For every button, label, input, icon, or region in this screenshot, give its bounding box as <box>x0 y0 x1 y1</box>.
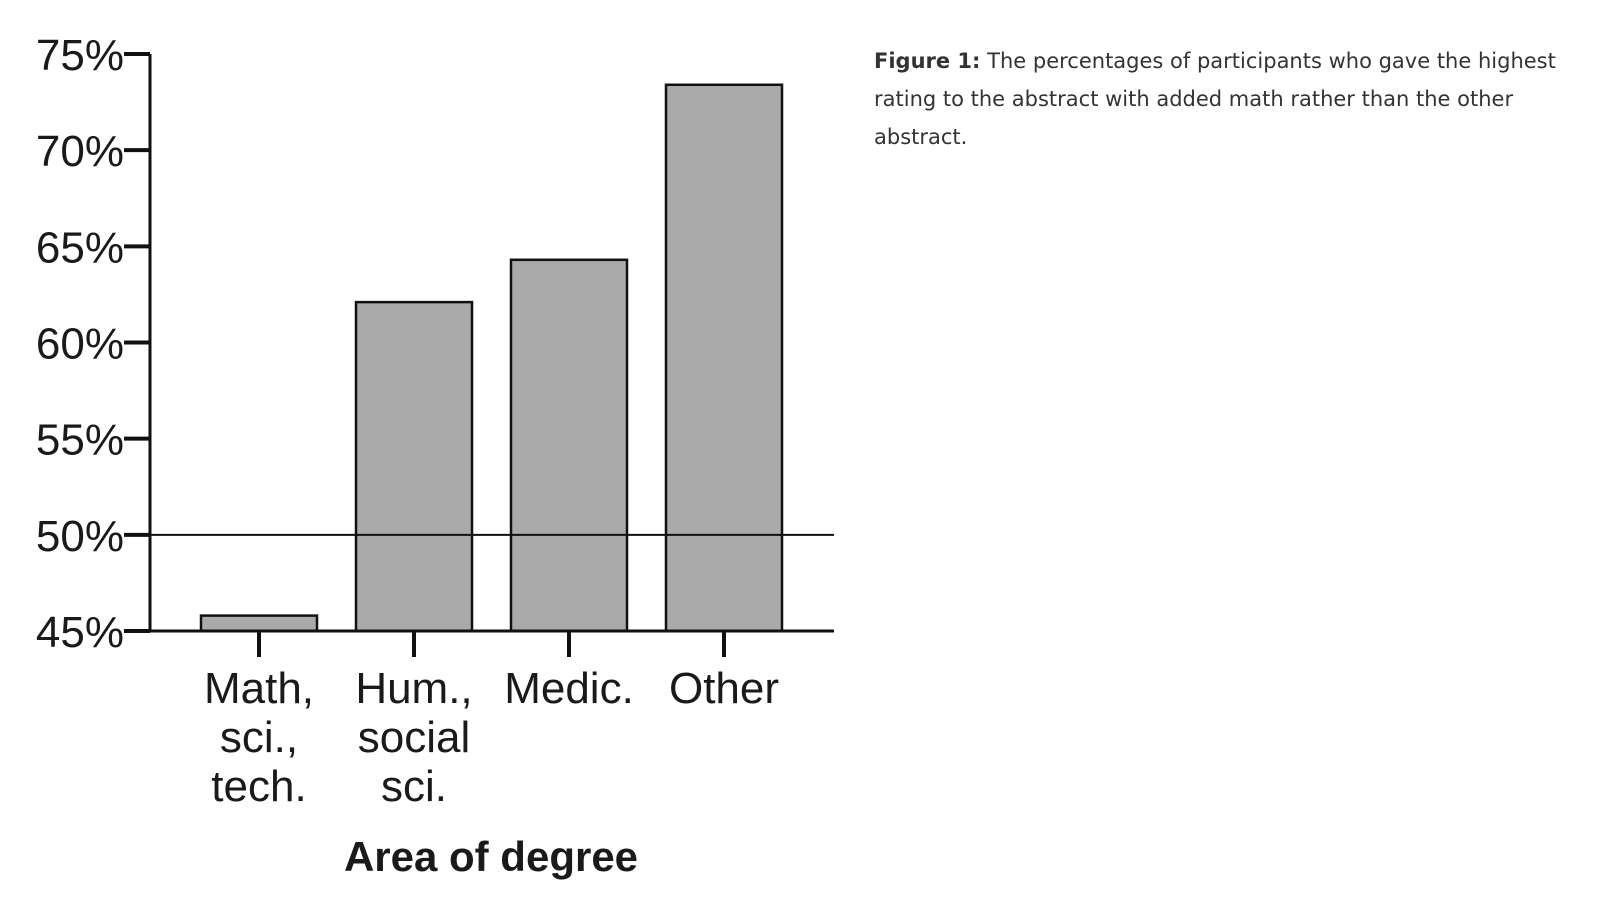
x-tick-label: Hum., social sci. <box>355 664 472 811</box>
figure-caption: Figure 1: The percentages of participant… <box>874 42 1594 156</box>
x-tick-label: Math, sci., tech. <box>204 664 314 811</box>
y-tick-label: 60% <box>36 320 124 369</box>
bar <box>509 258 629 633</box>
bar <box>354 300 474 633</box>
x-tick-label: Other <box>669 664 779 713</box>
x-tick-label: Medic. <box>504 664 634 713</box>
y-tick-label: 50% <box>36 512 124 561</box>
y-tick-label: 45% <box>36 608 124 657</box>
y-tick-label: 70% <box>36 127 124 176</box>
caption-label: Figure 1: <box>874 49 981 73</box>
x-axis-title: Area of degree <box>344 833 638 880</box>
bar <box>664 83 784 633</box>
bar <box>199 614 319 633</box>
chart: Area of degree 45% 50% 55% 60% 65% 70% 75% Math… <box>36 31 834 880</box>
caption-text: The percentages of participants who gave… <box>874 49 1556 149</box>
y-tick-label: 65% <box>36 223 124 272</box>
y-tick-label: 75% <box>36 31 124 80</box>
y-tick-label: 55% <box>36 416 124 465</box>
